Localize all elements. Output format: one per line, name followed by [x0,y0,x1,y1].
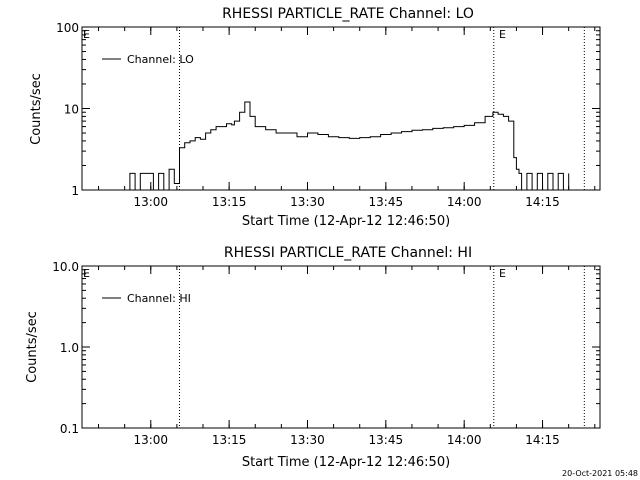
xlabel-hi: Start Time (12-Apr-12 12:46:50) [242,455,450,470]
x-tick-label-lo: 13:00 [133,195,168,209]
legend-lo: Channel: LO [102,53,194,66]
plot-frame-hi [81,265,601,429]
axis-ticks-lo: 13:00 13:15 13:30 13:45 14:00 14:15 1 10 100 [56,21,600,209]
plot-frame-lo [81,26,601,191]
x-tick-label-lo: 14:00 [447,195,482,209]
x-tick-label-hi: 14:00 [447,433,482,447]
event-markers-hi [179,266,585,428]
x-tick-label-lo: 13:30 [290,195,325,209]
ylabel-hi: Counts/sec [25,311,40,383]
event-flag-hi-right: E [499,267,506,280]
y-tick-label-lo: 10 [64,103,79,117]
y-tick-label-lo: 100 [56,21,79,35]
x-tick-label-hi: 13:15 [212,433,247,447]
series-line-lo [127,101,570,191]
y-tick-label-hi: 10.0 [52,260,79,274]
y-tick-label-hi: 0.1 [60,422,79,436]
y-tick-label-hi: 1.0 [60,341,79,355]
panel-lo: RHESSI PARTICLE_RATE Channel: LO 13:00 13… [29,6,601,229]
event-flag-lo-right: E [499,28,506,41]
y-tick-label-lo: 1 [71,184,79,198]
x-tick-label-hi: 13:30 [290,433,325,447]
x-tick-label-lo: 13:45 [369,195,404,209]
event-flag-hi-left: E [83,267,90,280]
footer-timestamp: 20-Oct-2021 05:48 [562,469,638,478]
axis-ticks-hi: 13:00 13:15 13:30 13:45 14:00 14:15 0.1 1.0 10.0 [52,260,600,447]
x-tick-label-hi: 14:15 [525,433,560,447]
xlabel-lo: Start Time (12-Apr-12 12:46:50) [242,214,450,229]
x-tick-label-lo: 13:15 [212,195,247,209]
x-tick-label-lo: 14:15 [525,195,560,209]
panel-hi: RHESSI PARTICLE_RATE Channel: HI 13:00 13… [25,245,601,470]
ylabel-lo: Counts/sec [29,73,44,145]
chart-title-hi: RHESSI PARTICLE_RATE Channel: HI [224,245,472,261]
legend-label-hi: Channel: HI [127,292,191,305]
x-tick-label-hi: 13:45 [369,433,404,447]
event-flag-lo-left: E [83,28,90,41]
legend-label-lo: Channel: LO [127,53,194,66]
x-tick-label-hi: 13:00 [133,433,168,447]
event-markers-lo [179,27,585,190]
chart-title-lo: RHESSI PARTICLE_RATE Channel: LO [222,6,474,22]
legend-hi: Channel: HI [102,292,191,305]
